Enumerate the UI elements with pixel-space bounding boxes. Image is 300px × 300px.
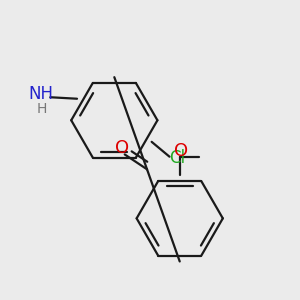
Text: Cl: Cl [169,149,185,167]
Text: H: H [36,101,46,116]
Text: O: O [174,142,188,160]
Text: O: O [115,139,129,157]
Text: NH: NH [29,85,54,103]
